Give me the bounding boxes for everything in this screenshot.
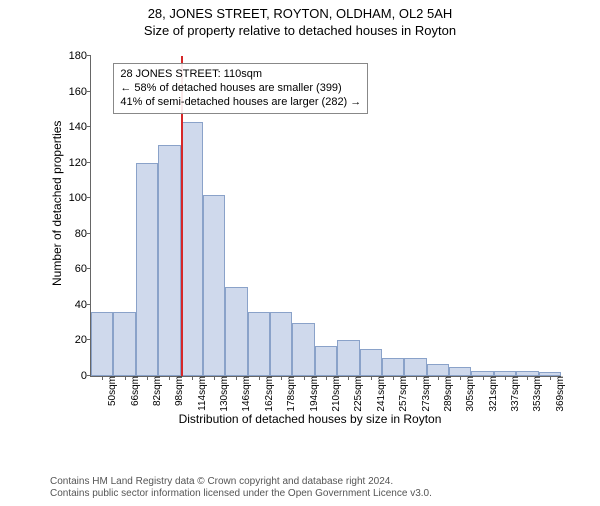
histogram-bar xyxy=(337,340,359,376)
x-tick-label: 82sqm xyxy=(150,376,163,406)
histogram-bar xyxy=(404,358,426,376)
x-tick-label: 146sqm xyxy=(239,376,252,412)
x-tick-mark xyxy=(326,376,327,380)
x-tick-label: 337sqm xyxy=(508,376,521,412)
histogram-bar xyxy=(382,358,404,376)
info-box-line: 41% of semi-detached houses are larger (… xyxy=(120,96,361,110)
x-tick-label: 210sqm xyxy=(329,376,342,412)
x-tick-label: 273sqm xyxy=(419,376,432,412)
x-tick-label: 353sqm xyxy=(530,376,543,412)
histogram-bar xyxy=(136,163,158,376)
footer-attribution: Contains HM Land Registry data © Crown c… xyxy=(50,476,432,500)
x-tick-mark xyxy=(281,376,282,380)
histogram-bar xyxy=(91,312,113,376)
x-tick-mark xyxy=(393,376,394,380)
y-tick-label: 120 xyxy=(57,157,91,169)
y-tick-label: 20 xyxy=(57,334,91,346)
histogram-bar xyxy=(270,312,292,376)
x-tick-mark xyxy=(348,376,349,380)
y-tick-label: 160 xyxy=(57,86,91,98)
x-tick-label: 194sqm xyxy=(307,376,320,412)
x-tick-mark xyxy=(304,376,305,380)
histogram-bar xyxy=(181,122,203,376)
x-tick-label: 50sqm xyxy=(105,376,118,406)
x-tick-mark xyxy=(259,376,260,380)
x-tick-mark xyxy=(527,376,528,380)
info-box-line: 28 JONES STREET: 110sqm xyxy=(120,68,361,82)
x-tick-label: 369sqm xyxy=(553,376,566,412)
page-title: 28, JONES STREET, ROYTON, OLDHAM, OL2 5A… xyxy=(0,6,600,21)
x-tick-label: 305sqm xyxy=(463,376,476,412)
x-tick-label: 241sqm xyxy=(374,376,387,412)
x-tick-mark xyxy=(505,376,506,380)
x-tick-label: 257sqm xyxy=(396,376,409,412)
histogram-bar xyxy=(292,323,314,376)
x-tick-label: 130sqm xyxy=(217,376,230,412)
x-tick-label: 66sqm xyxy=(128,376,141,406)
x-tick-label: 98sqm xyxy=(172,376,185,406)
x-tick-mark xyxy=(192,376,193,380)
x-axis-label: Distribution of detached houses by size … xyxy=(50,412,570,426)
histogram-bar xyxy=(360,349,382,376)
x-tick-label: 178sqm xyxy=(284,376,297,412)
x-tick-mark xyxy=(169,376,170,380)
y-tick-mark xyxy=(87,91,91,92)
y-tick-label: 40 xyxy=(57,299,91,311)
x-tick-mark xyxy=(236,376,237,380)
info-box: 28 JONES STREET: 110sqm← 58% of detached… xyxy=(113,63,368,114)
page-subtitle: Size of property relative to detached ho… xyxy=(0,23,600,38)
y-tick-label: 80 xyxy=(57,228,91,240)
histogram-bar xyxy=(315,346,337,376)
y-tick-mark xyxy=(87,304,91,305)
x-tick-label: 321sqm xyxy=(486,376,499,412)
y-tick-label: 0 xyxy=(57,370,91,382)
chart-container: Number of detached properties 0204060801… xyxy=(50,56,570,426)
y-tick-mark xyxy=(87,233,91,234)
y-tick-label: 60 xyxy=(57,263,91,275)
x-tick-label: 225sqm xyxy=(351,376,364,412)
footer-line-1: Contains HM Land Registry data © Crown c… xyxy=(50,476,432,488)
x-tick-label: 289sqm xyxy=(441,376,454,412)
y-tick-label: 140 xyxy=(57,121,91,133)
info-box-line: ← 58% of detached houses are smaller (39… xyxy=(120,82,361,96)
x-tick-mark xyxy=(438,376,439,380)
plot-area: 02040608010012014016018050sqm66sqm82sqm9… xyxy=(90,56,561,377)
y-tick-label: 180 xyxy=(57,50,91,62)
x-tick-mark xyxy=(147,376,148,380)
x-tick-mark xyxy=(483,376,484,380)
histogram-bar xyxy=(449,367,471,376)
y-tick-mark xyxy=(87,162,91,163)
histogram-bar xyxy=(203,195,225,376)
y-tick-mark xyxy=(87,126,91,127)
x-tick-label: 114sqm xyxy=(195,376,208,411)
histogram-bar xyxy=(158,145,180,376)
histogram-bar xyxy=(427,364,449,376)
histogram-bar xyxy=(248,312,270,376)
x-tick-label: 162sqm xyxy=(262,376,275,412)
histogram-bar xyxy=(113,312,135,376)
x-tick-mark xyxy=(102,376,103,380)
x-tick-mark xyxy=(416,376,417,380)
x-tick-mark xyxy=(214,376,215,380)
x-tick-mark xyxy=(460,376,461,380)
y-tick-mark xyxy=(87,268,91,269)
histogram-bar xyxy=(225,287,247,376)
footer-line-2: Contains public sector information licen… xyxy=(50,488,432,500)
x-tick-mark xyxy=(371,376,372,380)
y-tick-mark xyxy=(87,55,91,56)
y-tick-label: 100 xyxy=(57,192,91,204)
x-tick-mark xyxy=(125,376,126,380)
y-tick-mark xyxy=(87,197,91,198)
x-tick-mark xyxy=(550,376,551,380)
